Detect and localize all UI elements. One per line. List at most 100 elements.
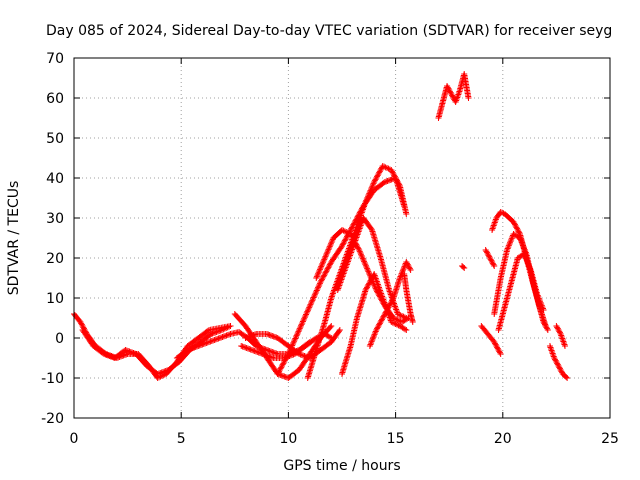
- data-point: [279, 361, 286, 368]
- data-point: [275, 369, 282, 376]
- data-point: [504, 245, 511, 252]
- data-point: [445, 85, 452, 92]
- data-point: [535, 293, 542, 300]
- data-point: [388, 299, 395, 305]
- data-point: [340, 240, 347, 247]
- data-point: [308, 300, 315, 307]
- data-point: [329, 237, 336, 244]
- data-point: [495, 347, 502, 353]
- data-point: [392, 175, 399, 181]
- data-point: [315, 269, 322, 276]
- data-point: [341, 228, 348, 235]
- x-axis-title: GPS time / hours: [283, 458, 400, 474]
- data-point: [313, 287, 320, 294]
- data-point: [358, 252, 365, 259]
- data-point: [363, 197, 370, 204]
- data-point: [303, 310, 310, 317]
- data-point: [399, 313, 406, 319]
- data-point: [291, 338, 298, 345]
- data-point: [554, 325, 561, 332]
- data-point: [564, 375, 571, 381]
- data-point: [492, 341, 499, 348]
- data-point: [403, 259, 410, 265]
- data-point: [396, 181, 403, 188]
- data-point: [511, 221, 518, 228]
- data-point: [519, 240, 526, 247]
- data-point: [328, 323, 335, 329]
- data-point: [326, 263, 333, 269]
- data-point: [311, 291, 318, 298]
- data-point: [389, 297, 396, 304]
- data-point: [340, 227, 347, 234]
- x-tick-label: 25: [601, 431, 619, 447]
- data-point: [518, 237, 525, 244]
- x-tick-label: 10: [279, 431, 297, 447]
- data-point: [285, 351, 292, 357]
- data-point: [326, 243, 333, 250]
- data-point: [294, 331, 301, 338]
- data-point: [556, 365, 563, 372]
- data-point: [396, 311, 403, 318]
- data-point: [280, 360, 287, 367]
- data-point: [397, 312, 404, 319]
- data-point: [491, 263, 498, 269]
- data-point: [381, 312, 388, 319]
- data-point: [339, 243, 345, 249]
- data-point: [78, 321, 85, 328]
- data-point: [276, 368, 283, 375]
- data-point: [296, 327, 303, 333]
- data-point: [295, 328, 302, 335]
- data-point: [563, 374, 570, 380]
- data-point: [366, 280, 373, 287]
- data-point: [381, 163, 388, 170]
- data-point: [511, 220, 518, 227]
- data-point: [522, 253, 529, 260]
- data-point: [183, 347, 190, 354]
- data-point: [376, 320, 383, 327]
- data-point: [385, 165, 392, 172]
- data-point: [220, 326, 227, 333]
- data-point: [291, 336, 298, 343]
- data-point: [292, 335, 299, 342]
- data-point: [319, 275, 326, 281]
- data-point: [309, 297, 316, 304]
- data-point: [336, 327, 343, 333]
- data-point: [374, 324, 381, 331]
- data-point: [282, 356, 289, 363]
- data-point: [362, 262, 369, 269]
- data-point: [320, 273, 327, 280]
- data-point: [363, 196, 370, 203]
- data-point: [78, 320, 85, 327]
- data-point: [302, 312, 309, 319]
- data-point: [484, 251, 491, 257]
- data-point: [313, 288, 320, 295]
- data-point: [321, 272, 328, 279]
- data-point: [322, 269, 329, 276]
- data-point: [558, 368, 565, 375]
- data-point: [379, 316, 386, 323]
- data-point: [357, 251, 364, 258]
- data-point: [364, 194, 371, 201]
- data-point: [376, 321, 383, 328]
- data-point: [221, 325, 228, 332]
- data-point: [394, 317, 401, 323]
- data-point: [361, 258, 368, 265]
- y-tick-label: 20: [46, 251, 64, 267]
- data-point: [365, 191, 372, 198]
- data-point: [374, 173, 381, 180]
- data-point: [303, 311, 310, 318]
- data-point: [218, 327, 225, 333]
- data-point: [382, 164, 389, 171]
- data-point: [318, 276, 325, 283]
- series-arc-v: [553, 323, 568, 349]
- data-point: [395, 180, 402, 187]
- data-point: [341, 239, 348, 245]
- data-point: [325, 264, 332, 271]
- data-point: [386, 301, 393, 308]
- x-tick-label: 0: [70, 431, 79, 447]
- data-point: [540, 307, 547, 313]
- data-point: [292, 334, 299, 341]
- x-tick-label: 20: [494, 431, 512, 447]
- data-point: [507, 238, 514, 245]
